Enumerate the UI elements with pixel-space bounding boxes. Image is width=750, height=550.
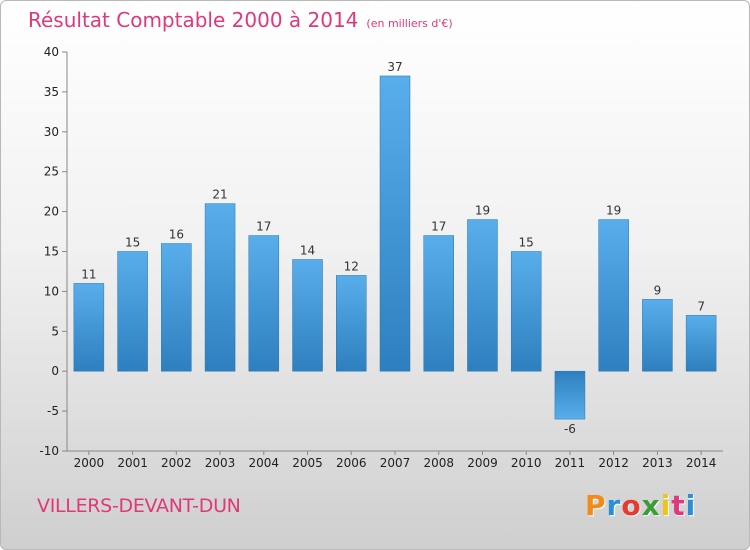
logo-letter: i [660,489,672,522]
data-label-2002: 16 [169,228,184,242]
chart-title-text: Résultat Comptable 2000 à 2014 [28,8,359,32]
x-tick-label: 2004 [249,456,280,470]
chart-subtitle: (en milliers d'€) [366,17,453,30]
bar-2010 [510,251,542,372]
x-tick-label: 2007 [380,456,411,470]
bar-2007 [379,75,411,372]
y-tick-label: 40 [44,45,59,59]
x-tick-label: 2013 [642,456,673,470]
data-label-2011: -6 [564,422,576,436]
y-tick-label: -10 [39,444,59,458]
data-labels: 11 15 16 21 17 14 12 37 17 19 15 -6 19 9 7 [81,60,705,436]
x-tick-label: 2014 [686,456,717,470]
x-tick-label: 2011 [555,456,586,470]
y-tick-label: 35 [44,85,59,99]
bar-2002 [161,243,192,372]
data-label-2014: 7 [697,299,705,313]
chart-title: Résultat Comptable 2000 à 2014 (en millie… [28,8,453,32]
x-tick-label: 2010 [511,456,542,470]
bar-2009 [467,219,498,372]
y-tick-label: 20 [44,205,59,219]
y-tick-label: 25 [44,165,59,179]
x-tick-label: 2003 [205,456,236,470]
data-label-2006: 12 [344,259,359,273]
bar-2003 [204,203,236,372]
x-tick-label: 2002 [161,456,192,470]
bar-2012 [598,219,629,372]
x-tick-label: 2012 [598,456,629,470]
logo-letter: o [621,489,642,522]
logo-letter: i [685,489,697,522]
logo-letter: r [606,489,622,522]
logo-letter: P [585,489,607,522]
bar-2000 [73,283,105,372]
bar-2001 [117,251,148,372]
y-tick-label: 15 [44,245,59,259]
data-label-2004: 17 [256,220,271,234]
y-tick-label: 30 [44,125,59,139]
x-tick-label: 2005 [292,456,323,470]
bar-2011 [554,370,586,420]
y-tick-label: 10 [44,284,59,298]
data-label-2008: 17 [431,220,446,234]
bar-2014 [685,315,717,372]
y-tick-label: 5 [51,324,59,338]
data-label-2012: 19 [606,204,621,218]
town-name: VILLERS-DEVANT-DUN [37,495,241,517]
bar-2008 [423,235,454,372]
logo-letter: t [671,489,686,522]
bar-2006 [336,275,367,372]
data-label-2013: 9 [654,283,662,297]
y-tick-label: 0 [51,364,59,378]
x-tick-label: 2006 [336,456,367,470]
proxiti-logo: Proxiti [585,489,696,522]
bar-2013 [642,299,673,372]
y-tick-label: -5 [47,404,59,418]
bars [73,75,717,420]
data-label-2007: 37 [387,60,402,74]
x-tick-label: 2009 [467,456,498,470]
data-label-2010: 15 [519,236,534,250]
data-label-2005: 14 [300,243,315,257]
x-tick-label: 2001 [117,456,148,470]
data-label-2000: 11 [81,267,96,281]
logo-letter: x [641,489,661,522]
x-tick-label: 2008 [423,456,454,470]
x-tick-label: 2000 [74,456,105,470]
bar-2005 [292,259,323,372]
data-label-2001: 15 [125,236,140,250]
data-label-2003: 21 [212,188,227,202]
data-label-2009: 19 [475,204,490,218]
axes: -10 -5 0 5 10 15 20 25 30 35 40 2000 2001 2002 2003 200… [39,45,723,470]
bar-2004 [248,235,280,372]
